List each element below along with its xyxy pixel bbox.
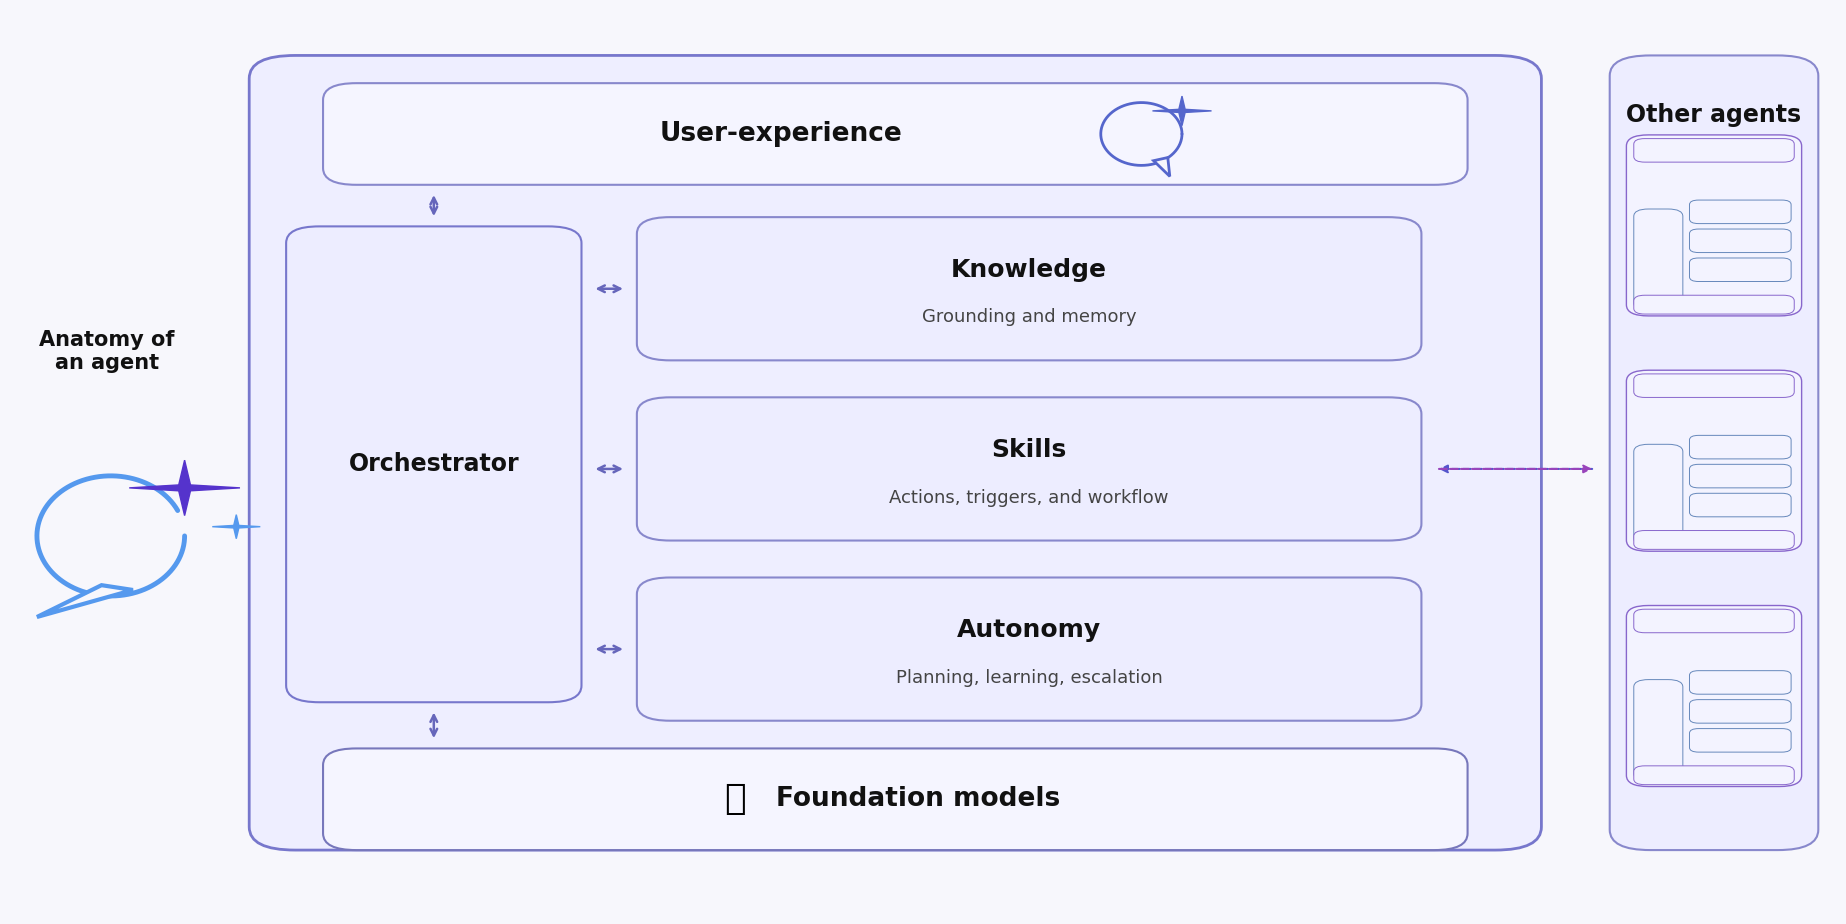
Text: Orchestrator: Orchestrator	[349, 453, 519, 476]
FancyBboxPatch shape	[637, 578, 1421, 721]
Polygon shape	[1154, 157, 1170, 176]
Text: Knowledge: Knowledge	[951, 258, 1108, 282]
Text: Grounding and memory: Grounding and memory	[921, 309, 1137, 326]
Polygon shape	[212, 515, 260, 539]
Text: User-experience: User-experience	[659, 121, 903, 147]
FancyBboxPatch shape	[1634, 296, 1794, 314]
FancyBboxPatch shape	[1634, 609, 1794, 633]
FancyBboxPatch shape	[1689, 229, 1791, 252]
Text: Foundation models: Foundation models	[775, 786, 1060, 812]
FancyBboxPatch shape	[1634, 139, 1794, 162]
FancyBboxPatch shape	[1689, 699, 1791, 723]
FancyBboxPatch shape	[1689, 201, 1791, 224]
FancyBboxPatch shape	[1634, 530, 1794, 550]
Polygon shape	[129, 460, 240, 516]
FancyBboxPatch shape	[286, 226, 581, 702]
FancyBboxPatch shape	[1634, 374, 1794, 397]
FancyBboxPatch shape	[1689, 671, 1791, 694]
FancyBboxPatch shape	[1689, 435, 1791, 459]
FancyBboxPatch shape	[1634, 209, 1684, 310]
Text: Anatomy of
an agent: Anatomy of an agent	[39, 330, 175, 372]
FancyBboxPatch shape	[1689, 465, 1791, 488]
FancyBboxPatch shape	[249, 55, 1541, 850]
FancyBboxPatch shape	[1626, 135, 1802, 316]
FancyBboxPatch shape	[1626, 605, 1802, 786]
FancyBboxPatch shape	[323, 83, 1468, 185]
Text: 🧠: 🧠	[724, 783, 746, 816]
FancyBboxPatch shape	[1634, 444, 1684, 546]
FancyBboxPatch shape	[1626, 371, 1802, 552]
Polygon shape	[1152, 96, 1211, 126]
FancyBboxPatch shape	[1689, 258, 1791, 282]
FancyBboxPatch shape	[1610, 55, 1818, 850]
Text: Planning, learning, escalation: Planning, learning, escalation	[895, 669, 1163, 687]
Text: Autonomy: Autonomy	[956, 618, 1102, 642]
Text: Actions, triggers, and workflow: Actions, triggers, and workflow	[890, 489, 1169, 506]
Polygon shape	[37, 585, 133, 617]
Text: Skills: Skills	[991, 438, 1067, 462]
FancyBboxPatch shape	[1689, 729, 1791, 752]
FancyBboxPatch shape	[1634, 680, 1684, 781]
FancyBboxPatch shape	[1634, 766, 1794, 784]
FancyBboxPatch shape	[637, 217, 1421, 360]
Text: Other agents: Other agents	[1626, 103, 1802, 127]
FancyBboxPatch shape	[637, 397, 1421, 541]
FancyBboxPatch shape	[323, 748, 1468, 850]
FancyBboxPatch shape	[1689, 493, 1791, 517]
